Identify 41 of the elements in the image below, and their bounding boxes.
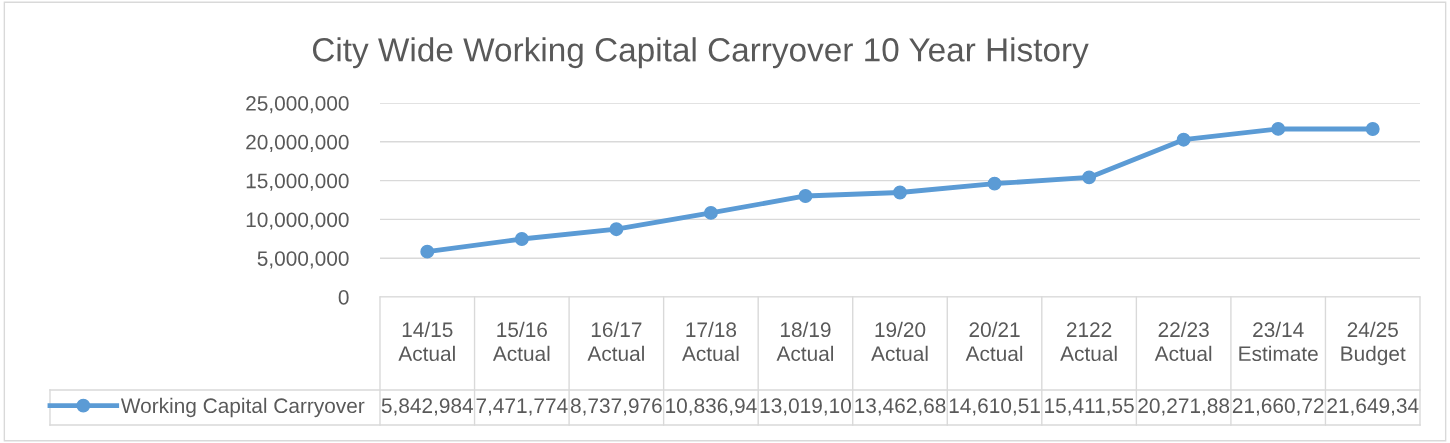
point xyxy=(798,189,813,203)
data-label: 15,411,55 xyxy=(1045,398,1134,416)
y-tick-label: 15,000,000 xyxy=(246,173,349,191)
y-tick-label: 5,000,000 xyxy=(257,251,349,269)
data-label: 13,019,10 xyxy=(760,398,851,416)
data-label: 5,842,984 xyxy=(381,398,474,416)
data-label: 13,462,68 xyxy=(855,398,946,416)
x-tick-label: 18/19 Actual xyxy=(776,321,834,362)
point xyxy=(1271,121,1286,136)
x-tick-label: 17/18 Actual xyxy=(682,321,739,362)
point xyxy=(1365,122,1380,136)
data-label: 21,660,72 xyxy=(1232,398,1324,416)
data-label: 8,737,976 xyxy=(570,398,662,416)
x-tick-label: 16/17 Actual xyxy=(587,321,644,362)
data-label: 21,649,34 xyxy=(1327,398,1419,416)
y-tick-label: 20,000,000 xyxy=(246,134,349,153)
chart-title: City Wide Working Capital Carryover 10 Year History xyxy=(312,37,1089,69)
point xyxy=(420,244,435,259)
x-tick-label: 22/23 Actual xyxy=(1154,321,1212,362)
point xyxy=(893,185,907,200)
data-label: 20,271,88 xyxy=(1138,398,1230,416)
point xyxy=(1082,170,1097,185)
y-tick-label: 10,000,000 xyxy=(246,212,349,230)
x-tick-label: 23/14 Estimate xyxy=(1239,321,1318,362)
point xyxy=(703,205,718,220)
x-tick-label: 20/21 Actual xyxy=(965,321,1023,362)
data-label: 7,471,774 xyxy=(476,398,568,416)
legend-label: Working Capital Carryover xyxy=(120,397,365,418)
y-tick-label: 25,000,000 xyxy=(246,96,349,114)
point xyxy=(514,232,529,246)
x-tick-label: 15/16 Actual xyxy=(492,321,550,362)
point xyxy=(987,176,1002,191)
y-tick-label: 0 xyxy=(338,290,349,305)
data-label: 10,836,94 xyxy=(666,398,757,416)
x-tick-label: 2122 Actual xyxy=(1060,322,1117,362)
x-tick-label: 14/15 Actual xyxy=(398,321,455,362)
point xyxy=(1176,132,1191,147)
x-tick-label: 24/25 Budget xyxy=(1341,321,1406,366)
x-tick-label: 19/20 Actual xyxy=(871,321,928,362)
data-label: 14,610,51 xyxy=(949,398,1040,416)
point xyxy=(609,222,624,237)
